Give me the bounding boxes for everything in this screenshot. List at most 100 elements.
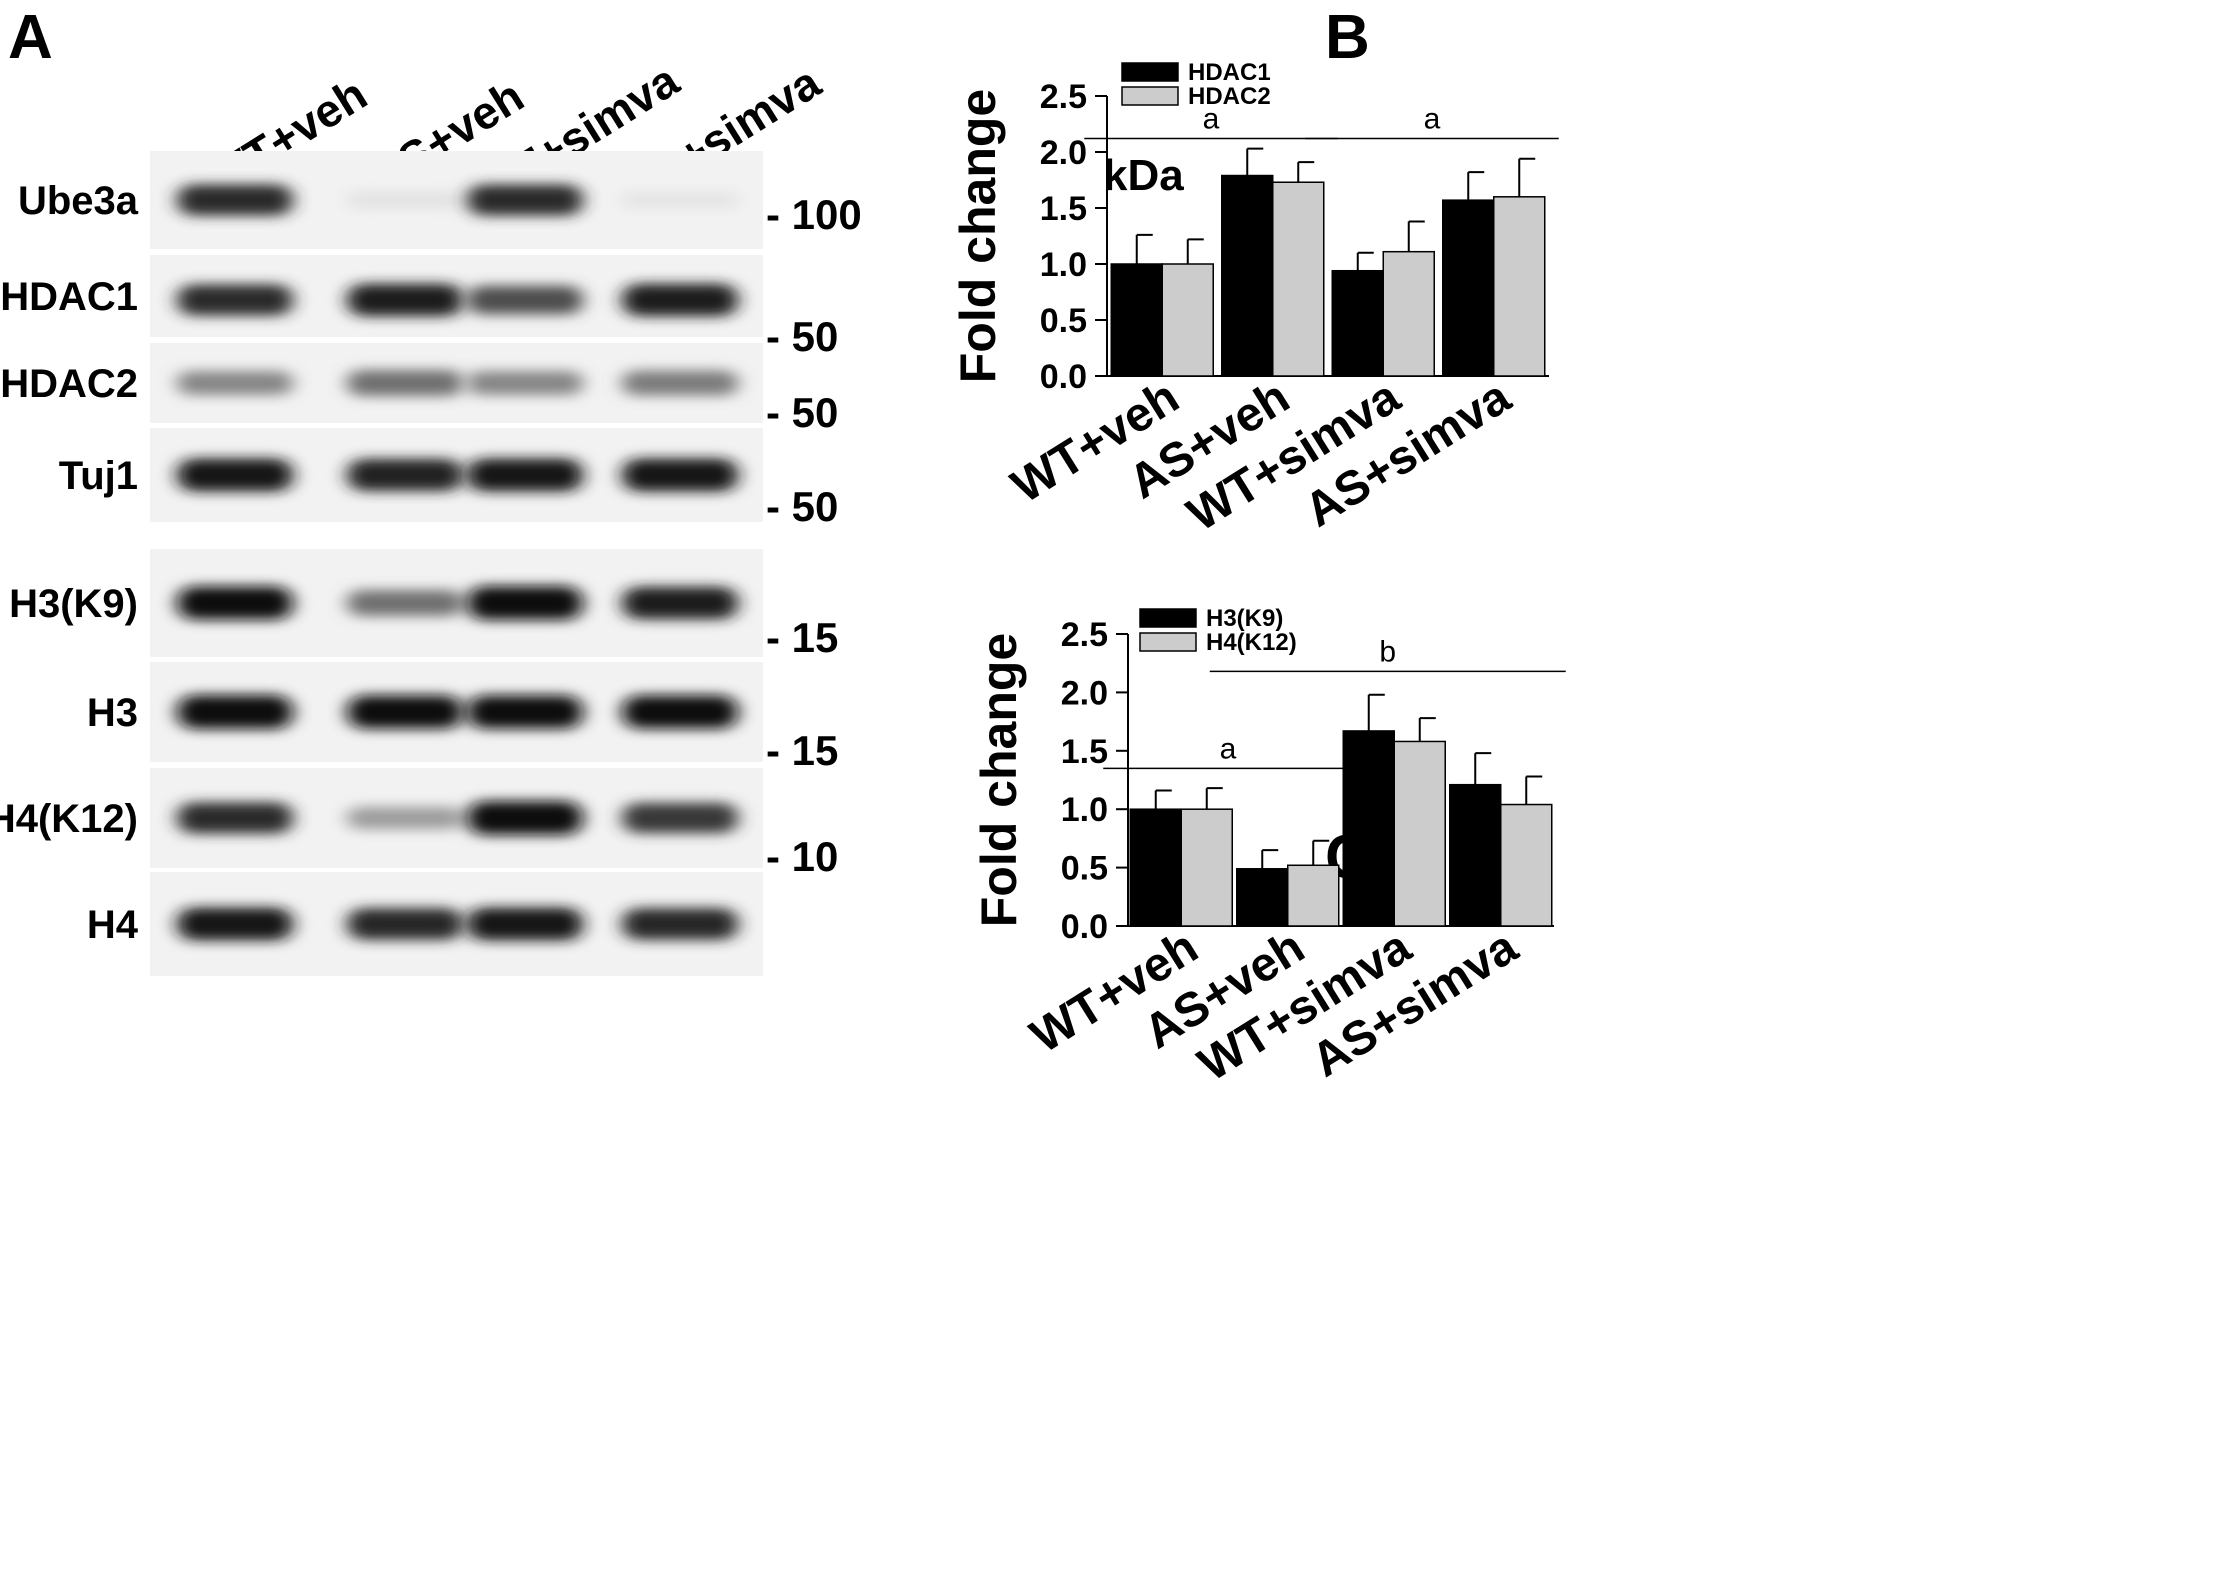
blot-band [467, 458, 583, 492]
blot-band [347, 806, 463, 830]
kda-marker: - 50 [766, 389, 838, 436]
legend-swatch [1121, 62, 1179, 82]
kda-marker: - 15 [766, 614, 838, 661]
y-tick-label: 2.5 [1061, 616, 1108, 654]
blot-band [622, 283, 738, 317]
blot-band [467, 907, 583, 941]
blot-band [177, 907, 293, 941]
bar [1449, 783, 1502, 927]
kda-marker: - 15 [766, 727, 838, 774]
blot-band [467, 184, 583, 216]
blot-band [177, 802, 293, 834]
y-tick-label: 1.5 [1040, 190, 1087, 228]
blot-strips: Ube3a - 100 HDAC1 - 50 HDAC2 - 50 Tuj1 - 50 H3(K… [0, 151, 862, 976]
blot-band [347, 370, 463, 396]
kda-marker: - 50 [766, 483, 838, 530]
bar [1331, 269, 1384, 377]
blot-band [177, 458, 293, 492]
row-label: Ube3a [18, 179, 139, 223]
y-tick-label: 0.0 [1061, 908, 1108, 946]
row-label: H4(K12) [0, 797, 138, 841]
blot-band [622, 370, 738, 396]
bar [1342, 730, 1395, 927]
blot-band [622, 802, 738, 834]
significance-letter: a [1220, 732, 1237, 765]
bar [1180, 808, 1233, 927]
bar [1493, 196, 1546, 377]
blot-band [622, 458, 738, 492]
bar [1500, 803, 1553, 927]
blot-band [347, 908, 463, 940]
bar [1382, 250, 1435, 377]
bar [1161, 263, 1214, 377]
bar [1393, 740, 1446, 927]
kda-header: kDa [1103, 151, 1184, 200]
significance-letter: a [1424, 103, 1441, 136]
y-tick-label: 1.0 [1061, 791, 1108, 829]
blot-row: H3(K9) - 15 [9, 549, 838, 661]
panel-letter-b: B [1325, 3, 1370, 72]
panel-letter-a: A [8, 3, 53, 72]
blot-row: HDAC1 - 50 [0, 255, 838, 360]
blot-band [347, 458, 463, 492]
legend-label: HDAC1 [1188, 59, 1271, 86]
y-tick-label: 0.5 [1040, 302, 1087, 340]
bar [1287, 864, 1340, 927]
blot-row: Tuj1 - 50 [59, 428, 838, 530]
y-tick-label: 2.5 [1040, 78, 1087, 116]
kda-marker: - 50 [766, 313, 838, 360]
blot-row: H3 - 15 [87, 662, 838, 774]
bar [1129, 808, 1182, 927]
blot-band [177, 586, 293, 620]
legend-swatch [1121, 86, 1179, 106]
y-tick-label: 1.0 [1040, 246, 1087, 284]
row-label: H3(K9) [9, 582, 138, 626]
kda-marker: - 10 [766, 833, 838, 880]
blot-band [177, 370, 293, 396]
bar [1110, 263, 1163, 377]
y-tick-label: 2.0 [1061, 674, 1108, 712]
blot-band [622, 908, 738, 940]
y-tick-label: 2.0 [1040, 134, 1087, 172]
legend-label: H3(K9) [1206, 605, 1283, 632]
blot-band [347, 695, 463, 729]
blot-band [467, 695, 583, 729]
blot-band [177, 284, 293, 316]
legend-swatch [1139, 632, 1197, 652]
blot-band [622, 695, 738, 729]
blot-band [622, 586, 738, 620]
y-axis-label: Fold change [950, 89, 1006, 383]
row-label: Tuj1 [59, 454, 138, 498]
row-label: HDAC2 [0, 362, 138, 406]
blot-row: H4(K12) - 10 [0, 768, 838, 880]
bar [1272, 181, 1325, 377]
legend-swatch [1139, 608, 1197, 628]
blot-row: H4 [87, 872, 763, 976]
blot-row: HDAC2 - 50 [0, 343, 838, 436]
bar [1221, 174, 1274, 377]
blot-band [467, 586, 583, 620]
row-label: H3 [87, 691, 138, 735]
blot-band [622, 191, 738, 209]
y-axis-label: Fold change [971, 633, 1027, 927]
bar [1442, 199, 1495, 377]
significance-letter: b [1379, 635, 1396, 668]
blot-band [177, 184, 293, 216]
y-tick-label: 1.5 [1061, 733, 1108, 771]
blot-band [347, 283, 463, 317]
blot-row: Ube3a - 100 [18, 151, 862, 249]
kda-marker: - 100 [766, 191, 862, 238]
bar [1236, 868, 1289, 927]
y-tick-label: 0.0 [1040, 358, 1087, 396]
y-tick-label: 0.5 [1061, 850, 1108, 888]
blot-band [467, 285, 583, 315]
blot-band [347, 191, 463, 209]
row-label: HDAC1 [0, 275, 138, 319]
significance-letter: a [1203, 103, 1220, 136]
legend-label: H4(K12) [1206, 629, 1297, 656]
blot-band [467, 801, 583, 835]
legend-label: HDAC2 [1188, 83, 1271, 110]
